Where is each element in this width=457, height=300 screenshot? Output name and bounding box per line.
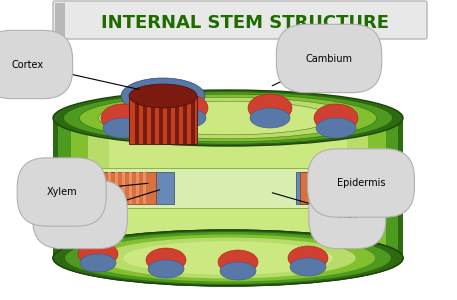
Bar [159,96,163,144]
Text: Xylem: Xylem [46,187,77,197]
Ellipse shape [164,94,208,122]
Ellipse shape [53,230,403,286]
Ellipse shape [218,250,258,274]
FancyBboxPatch shape [53,1,427,39]
Text: Cambium: Cambium [306,53,352,64]
Bar [315,172,318,204]
Text: Phloem: Phloem [62,209,98,220]
Bar [88,118,368,258]
Text: Pith: Pith [338,209,356,220]
Bar [55,168,401,208]
Bar [109,118,347,258]
Bar [151,96,155,144]
Bar [100,172,156,204]
Text: Epidermis: Epidermis [337,178,385,188]
Bar [96,172,114,204]
Ellipse shape [79,94,377,142]
Text: INTERNAL STEM STRUCTURE: INTERNAL STEM STRUCTURE [101,14,389,32]
Bar [129,96,197,144]
Bar [53,118,403,258]
Bar [56,168,400,208]
Ellipse shape [103,118,143,138]
Bar [55,3,65,37]
Bar [143,172,146,204]
Ellipse shape [53,230,403,286]
Ellipse shape [121,78,205,114]
Bar [108,172,111,204]
Bar [143,96,147,144]
Bar [122,172,125,204]
Ellipse shape [65,232,391,284]
Text: Cortex: Cortex [11,59,43,70]
Ellipse shape [81,235,375,281]
Ellipse shape [166,108,206,128]
Bar [356,172,374,204]
Bar [70,118,386,258]
Bar [343,172,346,204]
Bar [336,172,339,204]
Bar [167,96,171,144]
Bar [329,172,332,204]
Bar [322,172,325,204]
Ellipse shape [123,101,333,135]
Ellipse shape [288,246,328,270]
Ellipse shape [314,104,358,132]
Ellipse shape [123,241,333,275]
Ellipse shape [100,238,356,278]
Bar [300,172,356,204]
Ellipse shape [250,108,290,128]
Bar [183,96,187,144]
Ellipse shape [248,94,292,122]
Bar [129,172,132,204]
Ellipse shape [316,118,356,138]
Ellipse shape [101,104,145,132]
Bar [115,172,118,204]
Ellipse shape [146,248,186,272]
Ellipse shape [99,97,357,139]
Ellipse shape [53,90,403,146]
Ellipse shape [148,260,184,278]
Bar [135,96,139,144]
Ellipse shape [78,242,118,266]
Ellipse shape [129,84,197,108]
Bar [136,172,139,204]
Ellipse shape [290,258,326,276]
Bar [156,172,174,204]
Ellipse shape [64,92,393,144]
Ellipse shape [220,262,256,280]
Bar [58,118,398,258]
Bar [296,172,314,204]
Bar [175,96,179,144]
Bar [308,172,311,204]
Bar [191,96,195,144]
Ellipse shape [80,254,116,272]
